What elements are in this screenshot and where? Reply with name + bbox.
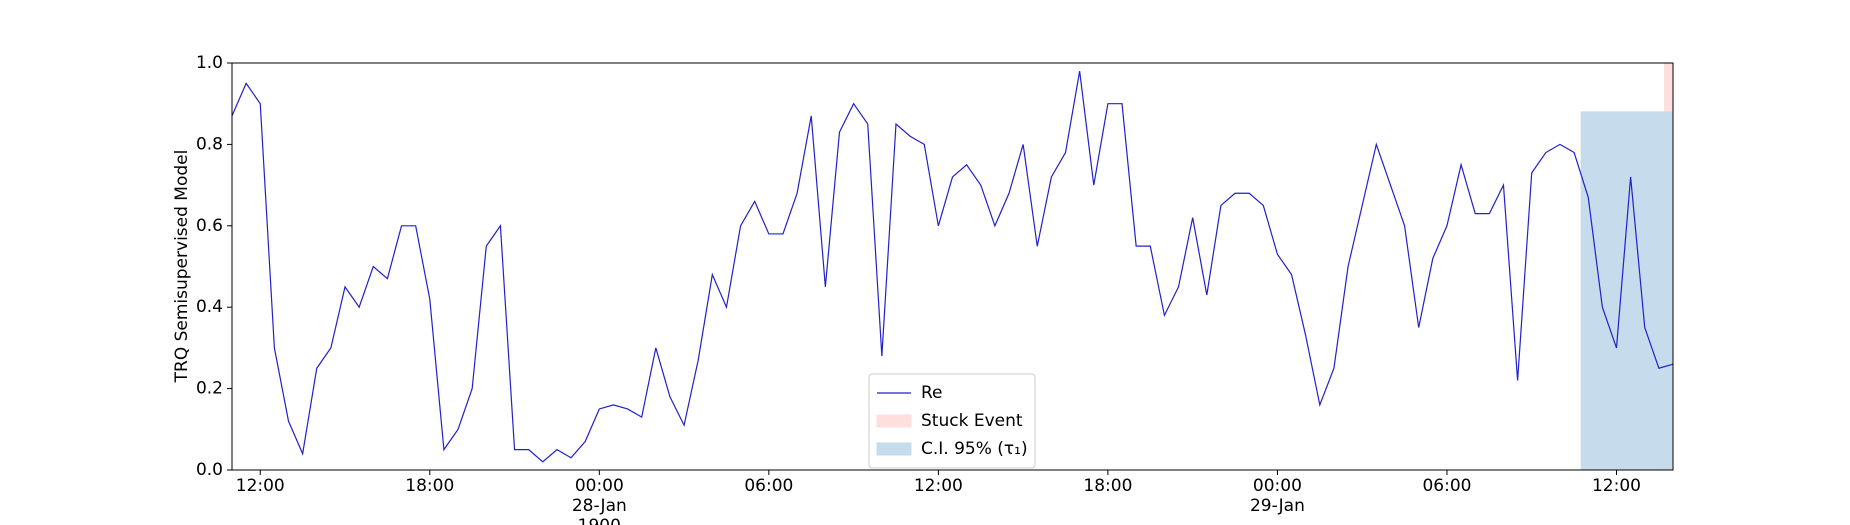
x-tick-label: 12:00 — [1591, 476, 1641, 496]
legend-patch — [876, 414, 912, 428]
x-tick-label: 12:00 — [235, 476, 285, 496]
legend-patch — [876, 442, 912, 456]
y-tick-label: 0.4 — [196, 297, 223, 317]
legend: Re Stuck Event C.I. 95% (τ₁) — [868, 373, 1036, 469]
y-tick-label: 0.8 — [196, 134, 223, 154]
x-tick-label: 06:00 — [744, 476, 794, 496]
y-axis-label: TRQ Semisupervised Model — [172, 150, 192, 384]
region — [1580, 111, 1674, 471]
data-line — [231, 71, 1674, 463]
x-tick-label: 00:00 29-Jan — [1249, 476, 1305, 516]
x-tick-label: 00:00 28-Jan 1900 — [571, 476, 627, 525]
x-tick-label: 12:00 — [913, 476, 963, 496]
y-tick-label: 0.0 — [196, 460, 223, 480]
legend-label: Stuck Event — [921, 411, 1023, 431]
x-tick-label: 18:00 — [1083, 476, 1133, 496]
y-tick-label: 0.6 — [196, 216, 223, 236]
y-tick-label: 0.2 — [196, 379, 223, 399]
legend-label: C.I. 95% (τ₁) — [921, 439, 1028, 459]
x-tick-label: 06:00 — [1422, 476, 1472, 496]
plot-frame — [231, 62, 1674, 471]
y-tick-label: 1.0 — [196, 53, 223, 73]
x-tick-label: 18:00 — [405, 476, 455, 496]
legend-label: Re — [921, 383, 943, 403]
